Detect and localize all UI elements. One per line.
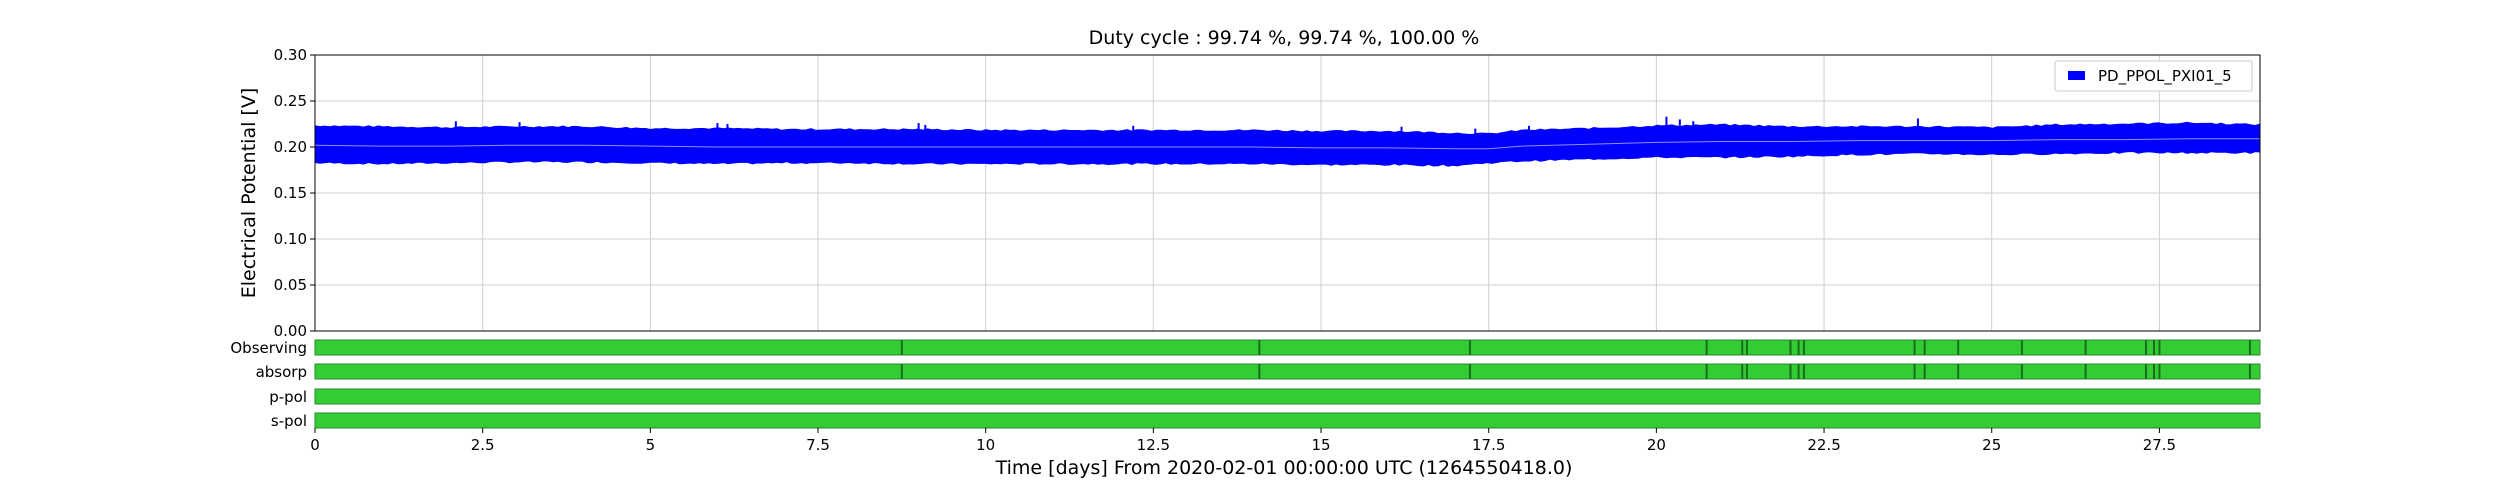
segment-gap bbox=[1741, 340, 1744, 355]
legend: PD_PPOL_PXI01_5 bbox=[2054, 60, 2253, 92]
segment-gap bbox=[1705, 340, 1708, 355]
series-mean-line bbox=[314, 138, 2260, 150]
legend-box bbox=[2054, 60, 2253, 92]
y-tick-label: 0.00 bbox=[274, 322, 307, 340]
y-tick-label: 0.15 bbox=[274, 184, 307, 202]
y-axis-title: Electrical Potential [V] bbox=[238, 88, 260, 298]
x-tick-label: 22.5 bbox=[1807, 436, 1840, 454]
segment-gap bbox=[2158, 364, 2161, 379]
y-tick-label: 0.05 bbox=[274, 276, 307, 294]
y-tick-label: 0.25 bbox=[274, 92, 307, 110]
segment-gap bbox=[1797, 364, 1800, 379]
x-tick-label: 17.5 bbox=[1472, 436, 1505, 454]
x-tick-label: 12.5 bbox=[1137, 436, 1170, 454]
x-tick-label: 7.5 bbox=[806, 436, 830, 454]
segment-gap bbox=[1802, 364, 1805, 379]
segment-gap bbox=[1745, 364, 1748, 379]
grid bbox=[315, 55, 2260, 331]
segment-panel: Observing absorp p-pol s-pol bbox=[230, 339, 2261, 430]
segment-gap bbox=[1745, 340, 1748, 355]
x-tick-label: 20 bbox=[1647, 436, 1666, 454]
segment-label: p-pol bbox=[269, 388, 307, 406]
segment-gap bbox=[2248, 340, 2251, 355]
segment-gap bbox=[1789, 364, 1792, 379]
segment-gap bbox=[2153, 340, 2156, 355]
segment-gap bbox=[2020, 340, 2023, 355]
x-tick-label: 25 bbox=[1982, 436, 2001, 454]
segment-label: Observing bbox=[230, 339, 307, 357]
segment-bar bbox=[314, 339, 2261, 356]
segment-bar bbox=[314, 388, 2261, 405]
segment-gap bbox=[1468, 340, 1471, 355]
segment-gap bbox=[2158, 340, 2161, 355]
y-axis: 0.00 0.05 0.10 0.15 0.20 0.25 0.30 bbox=[274, 46, 315, 340]
segment-gap bbox=[2144, 340, 2147, 355]
segment-gap bbox=[1258, 340, 1261, 355]
segment-gap bbox=[2084, 340, 2087, 355]
segment-bar bbox=[314, 363, 2261, 380]
segment-bar bbox=[314, 412, 2261, 429]
y-tick-label: 0.20 bbox=[274, 138, 307, 156]
legend-swatch bbox=[2068, 71, 2085, 80]
segment-gap bbox=[2020, 364, 2023, 379]
segment-gap bbox=[900, 364, 903, 379]
x-tick-label: 15 bbox=[1311, 436, 1330, 454]
segment-gap bbox=[1258, 364, 1261, 379]
segment-gap bbox=[2248, 364, 2251, 379]
y-tick-label: 0.30 bbox=[274, 46, 307, 64]
segment-gap bbox=[2144, 364, 2147, 379]
chart-title: Duty cycle : 99.74 %, 99.74 %, 100.00 % bbox=[1089, 27, 1480, 49]
y-tick-label: 0.10 bbox=[274, 230, 307, 248]
segment-gap bbox=[900, 340, 903, 355]
segment-gap bbox=[2084, 364, 2087, 379]
segment-gap bbox=[1913, 364, 1916, 379]
segment-label: absorp bbox=[256, 363, 307, 381]
segment-label: s-pol bbox=[271, 412, 307, 430]
segment-gap bbox=[1957, 340, 1960, 355]
x-tick-label: 10 bbox=[976, 436, 995, 454]
segment-gap bbox=[1468, 364, 1471, 379]
segment-gap bbox=[1923, 364, 1926, 379]
segment-gap bbox=[1741, 364, 1744, 379]
segment-gap bbox=[1797, 340, 1800, 355]
x-tick-label: 5 bbox=[646, 436, 656, 454]
segment-gap bbox=[1789, 340, 1792, 355]
data-series bbox=[314, 116, 2261, 167]
segment-gap bbox=[1923, 340, 1926, 355]
segment-gap bbox=[2153, 364, 2156, 379]
legend-label: PD_PPOL_PXI01_5 bbox=[2098, 67, 2232, 86]
x-tick-label: 0 bbox=[310, 436, 320, 454]
segment-gap bbox=[1802, 340, 1805, 355]
x-tick-label: 27.5 bbox=[2143, 436, 2176, 454]
x-axis-title: Time [days] From 2020-02-01 00:00:00 UTC… bbox=[995, 457, 1573, 479]
x-tick-label: 2.5 bbox=[471, 436, 495, 454]
x-axis: 0 2.5 5 7.5 10 12.5 15 17.5 20 22.5 25 27.5 bbox=[310, 428, 2176, 454]
segment-gap bbox=[1913, 340, 1916, 355]
series-band bbox=[314, 121, 2261, 167]
segment-gap bbox=[1957, 364, 1960, 379]
segment-gap bbox=[1705, 364, 1708, 379]
